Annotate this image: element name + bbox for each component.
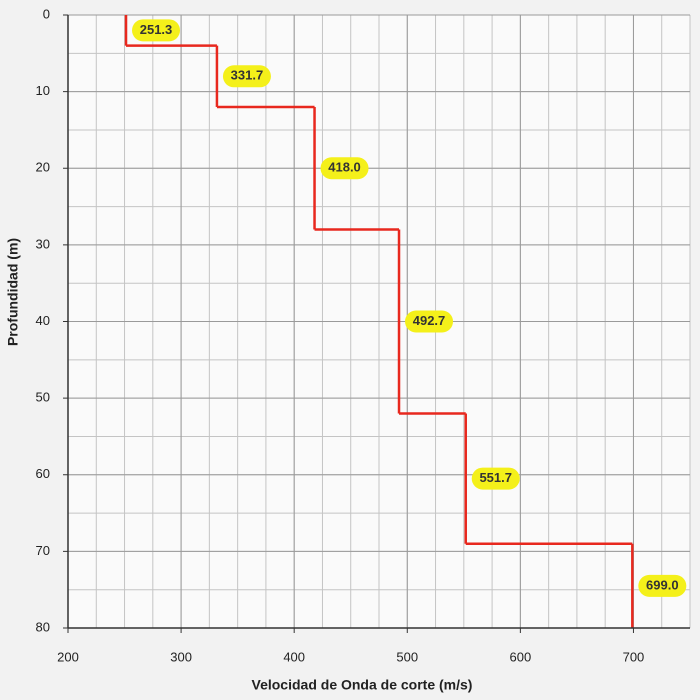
value-label: 251.3 bbox=[140, 22, 173, 37]
y-tick-label: 0 bbox=[43, 6, 50, 21]
value-label-bg bbox=[222, 65, 271, 88]
value-label: 331.7 bbox=[231, 68, 264, 83]
y-tick-label: 20 bbox=[36, 160, 50, 175]
value-label-bg bbox=[471, 467, 520, 490]
marks: 251.3 331.7 418.0 492.7 551.7 699.0 bbox=[124, 15, 687, 628]
y-tick-label: 10 bbox=[36, 83, 50, 98]
y-tick-label: 50 bbox=[36, 390, 50, 405]
y-axis-label: Profundidad (m) bbox=[5, 238, 21, 346]
value-label: 551.7 bbox=[479, 470, 512, 485]
x-tick-label: 500 bbox=[396, 649, 418, 664]
x-tick-label: 700 bbox=[623, 649, 645, 664]
value-label-bg bbox=[405, 310, 454, 333]
y-tick-label: 80 bbox=[36, 619, 50, 634]
value-label: 699.0 bbox=[646, 577, 679, 592]
x-tick-label: 400 bbox=[283, 649, 305, 664]
x-tick-label: 200 bbox=[57, 649, 79, 664]
x-tick-label: 600 bbox=[510, 649, 532, 664]
value-label: 418.0 bbox=[328, 160, 361, 175]
x-axis-label: Velocidad de Onda de corte (m/s) bbox=[252, 677, 473, 693]
x-tick-label: 300 bbox=[170, 649, 192, 664]
value-label-bg bbox=[638, 574, 687, 597]
value-label-bg bbox=[320, 157, 369, 180]
y-tick-label: 30 bbox=[36, 236, 50, 251]
y-tick-label: 60 bbox=[36, 466, 50, 481]
value-label-bg bbox=[132, 19, 181, 42]
value-label: 492.7 bbox=[413, 313, 446, 328]
y-tick-label: 70 bbox=[36, 543, 50, 558]
y-tick-label: 40 bbox=[36, 313, 50, 328]
